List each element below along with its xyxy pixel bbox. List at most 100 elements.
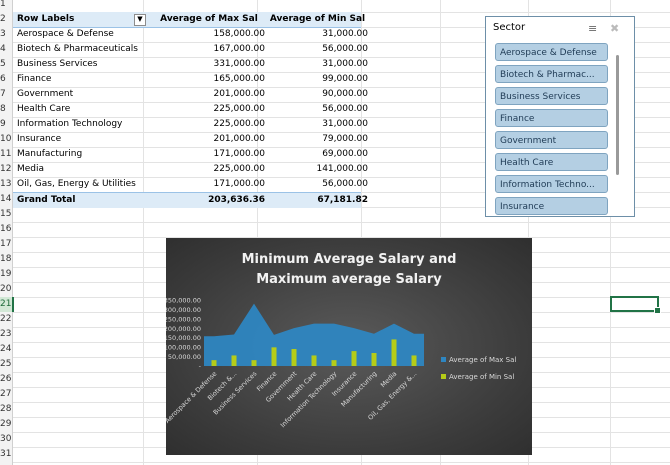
row-number[interactable]: 30 xyxy=(0,434,12,444)
row-number[interactable]: 7 xyxy=(0,89,6,99)
active-cell-selection[interactable] xyxy=(610,296,661,314)
y-tick-label: 100,000.00 xyxy=(166,344,201,352)
column-divider xyxy=(361,0,362,465)
slicer-item[interactable]: Aerospace & Defense xyxy=(495,43,608,61)
min-sal-value: 56,000.00 xyxy=(322,44,368,54)
min-sal-bar[interactable] xyxy=(271,347,277,366)
row-number[interactable]: 5 xyxy=(0,59,6,69)
row-number[interactable]: 26 xyxy=(0,374,12,384)
slicer-item[interactable]: Information Techno... xyxy=(495,175,608,193)
slicer-item[interactable]: Health Care xyxy=(495,153,608,171)
sector-slicer[interactable]: Sector ≡ ✖ Aerospace & Defense Biotech &… xyxy=(485,16,635,217)
row-number[interactable]: 29 xyxy=(0,419,12,429)
y-tick-label: 50,000.00 xyxy=(168,353,201,361)
row-labels-header[interactable]: Row Labels xyxy=(17,14,75,24)
legend-swatch xyxy=(441,374,446,379)
pivot-row[interactable]: Finance 165,000.00 99,000.00 xyxy=(13,72,368,87)
row-number[interactable]: 31 xyxy=(0,449,12,459)
slicer-item[interactable]: Finance xyxy=(495,109,608,127)
max-sal-value: 158,000.00 xyxy=(213,29,265,39)
min-sal-bar[interactable] xyxy=(371,352,377,366)
pivot-grand-total-row[interactable]: Grand Total 203,636.36 67,181.82 xyxy=(13,192,368,208)
row-number-selected[interactable]: 21 xyxy=(0,297,14,312)
y-tick-label: 200,000.00 xyxy=(166,325,201,333)
min-sal-value: 141,000.00 xyxy=(316,164,368,174)
slicer-title: Sector xyxy=(493,22,526,33)
min-sal-bar[interactable] xyxy=(291,349,297,366)
max-sal-area[interactable] xyxy=(204,303,424,366)
row-number[interactable]: 23 xyxy=(0,329,12,339)
row-number[interactable]: 17 xyxy=(0,239,12,249)
row-number[interactable]: 3 xyxy=(0,29,6,39)
pivot-row[interactable]: Manufacturing 171,000.00 69,000.00 xyxy=(13,147,368,162)
filter-dropdown-icon[interactable]: ▼ xyxy=(134,14,146,26)
min-sal-bar[interactable] xyxy=(331,360,337,366)
column-divider xyxy=(257,0,258,465)
row-number[interactable]: 19 xyxy=(0,269,12,279)
column-divider xyxy=(528,0,529,465)
pivot-row[interactable]: Business Services 331,000.00 31,000.00 xyxy=(13,57,368,72)
grand-total-label: Grand Total xyxy=(17,195,76,205)
min-sal-bar[interactable] xyxy=(251,360,257,366)
row-number[interactable]: 13 xyxy=(0,179,12,189)
pivot-row[interactable]: Government 201,000.00 90,000.00 xyxy=(13,87,368,102)
pivot-row[interactable]: Media 225,000.00 141,000.00 xyxy=(13,162,368,177)
max-sal-header[interactable]: Average of Max Sal xyxy=(160,14,258,24)
y-tick-label: 250,000.00 xyxy=(166,315,201,323)
min-sal-bar[interactable] xyxy=(211,360,217,366)
row-number[interactable]: 14 xyxy=(0,194,12,204)
row-number[interactable]: 2 xyxy=(0,14,6,24)
row-number[interactable]: 16 xyxy=(0,224,12,234)
row-number[interactable]: 12 xyxy=(0,164,12,174)
min-sal-bar[interactable] xyxy=(231,355,237,366)
row-number[interactable]: 10 xyxy=(0,134,12,144)
sector-label: Manufacturing xyxy=(17,149,83,159)
sector-label: Aerospace & Defense xyxy=(17,29,114,39)
column-divider xyxy=(143,0,144,465)
pivot-row[interactable]: Insurance 201,000.00 79,000.00 xyxy=(13,132,368,147)
sector-label: Business Services xyxy=(17,59,98,69)
min-sal-bar[interactable] xyxy=(351,351,357,366)
pivot-row[interactable]: Oil, Gas, Energy & Utilities 171,000.00 56… xyxy=(13,177,368,192)
max-sal-value: 225,000.00 xyxy=(213,104,265,114)
pivot-row[interactable]: Aerospace & Defense 158,000.00 31,000.00 xyxy=(13,27,368,42)
grand-total-max: 203,636.36 xyxy=(208,195,265,205)
row-number[interactable]: 22 xyxy=(0,314,12,324)
row-number[interactable]: 8 xyxy=(0,104,6,114)
clear-filter-icon[interactable]: ✖ xyxy=(610,22,620,35)
row-number[interactable]: 24 xyxy=(0,344,12,354)
max-sal-value: 167,000.00 xyxy=(213,44,265,54)
row-number[interactable]: 18 xyxy=(0,254,12,264)
sector-label: Information Technology xyxy=(17,119,123,129)
x-tick-label: Manufacturing xyxy=(339,370,378,409)
slicer-scrollbar[interactable] xyxy=(616,55,619,175)
slicer-item[interactable]: Insurance xyxy=(495,197,608,215)
max-sal-value: 331,000.00 xyxy=(213,59,265,69)
pivot-row[interactable]: Biotech & Pharmaceuticals 167,000.00 56,00… xyxy=(13,42,368,57)
row-number[interactable]: 11 xyxy=(0,149,12,159)
min-sal-value: 31,000.00 xyxy=(322,29,368,39)
multi-select-icon[interactable]: ≡ xyxy=(588,22,598,35)
row-number[interactable]: 6 xyxy=(0,74,6,84)
row-number[interactable]: 20 xyxy=(0,284,12,294)
min-sal-bar[interactable] xyxy=(411,355,417,366)
y-tick-label: 300,000.00 xyxy=(166,306,201,314)
slicer-item[interactable]: Government xyxy=(495,131,608,149)
slicer-item[interactable]: Business Services xyxy=(495,87,608,105)
slicer-item[interactable]: Biotech & Pharmac... xyxy=(495,65,608,83)
pivot-row[interactable]: Information Technology 225,000.00 31,000.0… xyxy=(13,117,368,132)
pivot-row[interactable]: Health Care 225,000.00 56,000.00 xyxy=(13,102,368,117)
sector-label: Finance xyxy=(17,74,52,84)
salary-chart[interactable]: Minimum Average Salary and Maximum avera… xyxy=(166,238,532,455)
row-number[interactable]: 1 xyxy=(0,0,6,9)
row-number[interactable]: 25 xyxy=(0,359,12,369)
row-number[interactable]: 15 xyxy=(0,209,12,219)
min-sal-bar[interactable] xyxy=(391,339,397,366)
row-number[interactable]: 4 xyxy=(0,44,6,54)
row-number[interactable]: 9 xyxy=(0,119,6,129)
row-number[interactable]: 27 xyxy=(0,389,12,399)
min-sal-bar[interactable] xyxy=(311,355,317,366)
row-number[interactable]: 28 xyxy=(0,404,12,414)
min-sal-header[interactable]: Average of Min Sal xyxy=(269,14,366,24)
min-sal-value: 99,000.00 xyxy=(322,74,368,84)
